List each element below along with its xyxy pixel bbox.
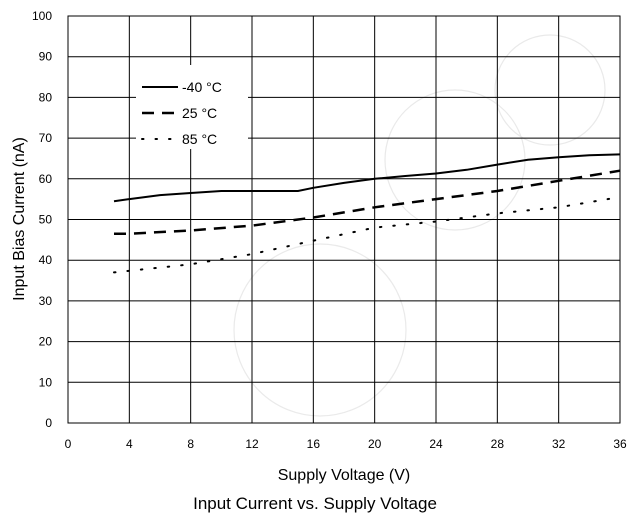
legend: -40 °C 25 °C 85 °C [141,79,222,147]
x-tick-label: 20 [368,437,382,451]
legend-label-series-3: 85 °C [182,131,217,147]
x-tick-label: 32 [552,437,566,451]
series-line-2 [114,169,621,235]
x-tick-label: 0 [65,437,72,451]
x-tick-label: 4 [126,437,133,451]
y-tick-label: 0 [45,416,52,430]
watermark [233,34,606,417]
y-tick-label: 40 [39,253,53,267]
x-axis-label: Supply Voltage (V) [278,467,411,484]
legend-label-series-1: -40 °C [182,79,222,95]
y-tick-label: 20 [39,335,53,349]
legend-label-series-2: 25 °C [182,105,217,121]
watermark-circle [384,89,526,231]
series-line-3 [113,196,621,274]
y-tick-label: 90 [39,50,53,64]
x-tick-label: 36 [613,437,627,451]
x-tick-labels: 0 4 8 12 16 20 24 28 32 36 [65,437,627,451]
x-tick-label: 16 [307,437,321,451]
watermark-circle [233,243,407,417]
x-tick-label: 28 [491,437,505,451]
y-tick-label: 60 [39,172,53,186]
x-tick-label: 12 [245,437,259,451]
legend-box [136,65,248,149]
y-axis-label: Input Bias Current (nA) [11,137,28,301]
y-tick-label: 70 [39,131,53,145]
y-tick-label: 80 [39,90,53,104]
y-tick-label: 100 [32,9,52,23]
series [113,153,621,274]
x-tick-label: 24 [429,437,443,451]
y-tick-label: 50 [39,213,53,227]
chart-title: Input Current vs. Supply Voltage [193,494,437,513]
grid [68,16,620,423]
plot-area-border [67,15,621,424]
y-tick-label: 10 [39,375,53,389]
y-tick-label: 30 [39,294,53,308]
watermark-circle [494,34,606,146]
y-tick-labels: 0 10 20 30 40 50 60 70 80 90 100 [32,9,52,430]
x-tick-label: 8 [187,437,194,451]
series-line-1 [113,153,621,203]
